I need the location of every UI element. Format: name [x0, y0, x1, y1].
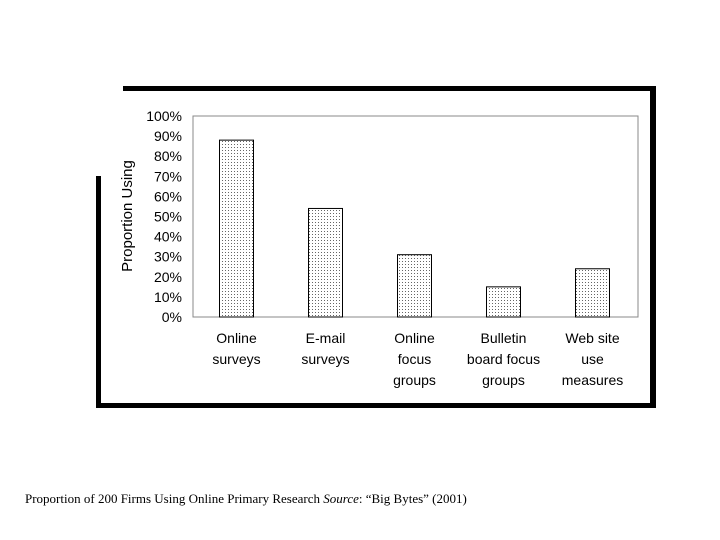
x-category-label: board focus [467, 351, 540, 367]
x-category-label: surveys [212, 351, 260, 367]
y-axis-label: Proportion Using [119, 160, 136, 272]
frame-top-border [123, 86, 656, 91]
y-tick-label: 90% [154, 128, 182, 144]
y-tick-label: 80% [154, 148, 182, 164]
y-tick-label: 30% [154, 249, 182, 265]
caption-source-label: Source [323, 491, 359, 506]
bar [486, 286, 521, 318]
y-tick-label: 100% [146, 108, 182, 124]
x-category-label: E-mail [306, 330, 346, 346]
x-category-label: Online [216, 330, 257, 346]
category-labels: Online surveys E-mail surveys Online focus gro… [212, 330, 623, 388]
y-tick-labels: 0% 10% 20% 30% 40% 50% 60% 70% 80% 90% 100% [146, 108, 182, 325]
y-tick-label: 50% [154, 209, 182, 225]
x-category-label: focus [398, 351, 431, 367]
frame-right-border [650, 86, 656, 408]
caption-source-text: : “Big Bytes” (2001) [358, 491, 467, 506]
bar [397, 254, 432, 318]
x-category-label: measures [562, 372, 623, 388]
x-category-label: groups [482, 372, 525, 388]
bar [575, 268, 610, 318]
caption-text: Proportion of 200 Firms Using Online Pri… [25, 491, 324, 506]
figure-caption: Proportion of 200 Firms Using Online Pri… [25, 491, 467, 507]
y-tick-label: 60% [154, 188, 182, 204]
bars [219, 139, 610, 318]
x-category-label: Online [394, 330, 435, 346]
y-tick-label: 40% [154, 229, 182, 245]
x-category-label: Web site [565, 330, 619, 346]
frame-left-border [96, 176, 101, 408]
frame-bottom-border [96, 403, 656, 408]
y-tick-label: 10% [154, 289, 182, 305]
y-tick-label: 70% [154, 168, 182, 184]
x-category-label: Bulletin [481, 330, 527, 346]
x-category-label: surveys [301, 351, 349, 367]
x-category-label: use [581, 351, 604, 367]
y-tick-label: 20% [154, 269, 182, 285]
y-tick-label: 0% [162, 309, 182, 325]
bar [219, 139, 254, 318]
x-category-label: groups [393, 372, 436, 388]
bar [308, 207, 343, 318]
